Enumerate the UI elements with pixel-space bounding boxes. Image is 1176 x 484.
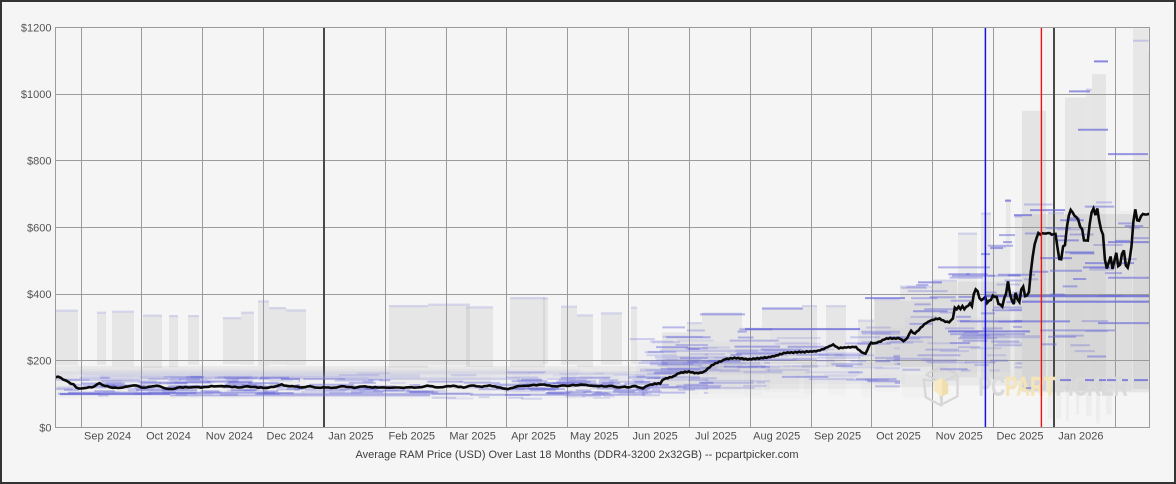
svg-text:Nov 2024: Nov 2024 (206, 431, 253, 443)
svg-text:Jan 2026: Jan 2026 (1058, 431, 1103, 443)
svg-text:Jul 2025: Jul 2025 (695, 431, 737, 443)
svg-text:Average RAM Price (USD) Over L: Average RAM Price (USD) Over Last 18 Mon… (355, 449, 798, 461)
svg-text:$0: $0 (39, 422, 51, 434)
svg-text:$600: $600 (27, 222, 51, 234)
svg-text:$1200: $1200 (21, 22, 52, 34)
svg-text:Mar 2025: Mar 2025 (449, 431, 495, 443)
svg-text:$400: $400 (27, 289, 51, 301)
svg-text:Oct 2024: Oct 2024 (146, 431, 191, 443)
svg-text:Aug 2025: Aug 2025 (753, 431, 800, 443)
svg-text:$200: $200 (27, 356, 51, 368)
svg-text:$1000: $1000 (21, 89, 52, 101)
svg-text:PCPARTPICKER: PCPARTPICKER (979, 371, 1128, 401)
svg-text:Jun 2025: Jun 2025 (632, 431, 677, 443)
svg-text:Dec 2024: Dec 2024 (267, 431, 314, 443)
svg-text:Nov 2025: Nov 2025 (936, 431, 983, 443)
svg-text:Dec 2025: Dec 2025 (996, 431, 1043, 443)
svg-text:Sep 2025: Sep 2025 (814, 431, 861, 443)
svg-text:May 2025: May 2025 (570, 431, 618, 443)
svg-text:Oct 2025: Oct 2025 (876, 431, 921, 443)
svg-text:Jan 2025: Jan 2025 (328, 431, 373, 443)
svg-text:Apr 2025: Apr 2025 (511, 431, 556, 443)
svg-text:Sep 2024: Sep 2024 (84, 431, 131, 443)
svg-text:$800: $800 (27, 156, 51, 168)
svg-text:Feb 2025: Feb 2025 (389, 431, 435, 443)
